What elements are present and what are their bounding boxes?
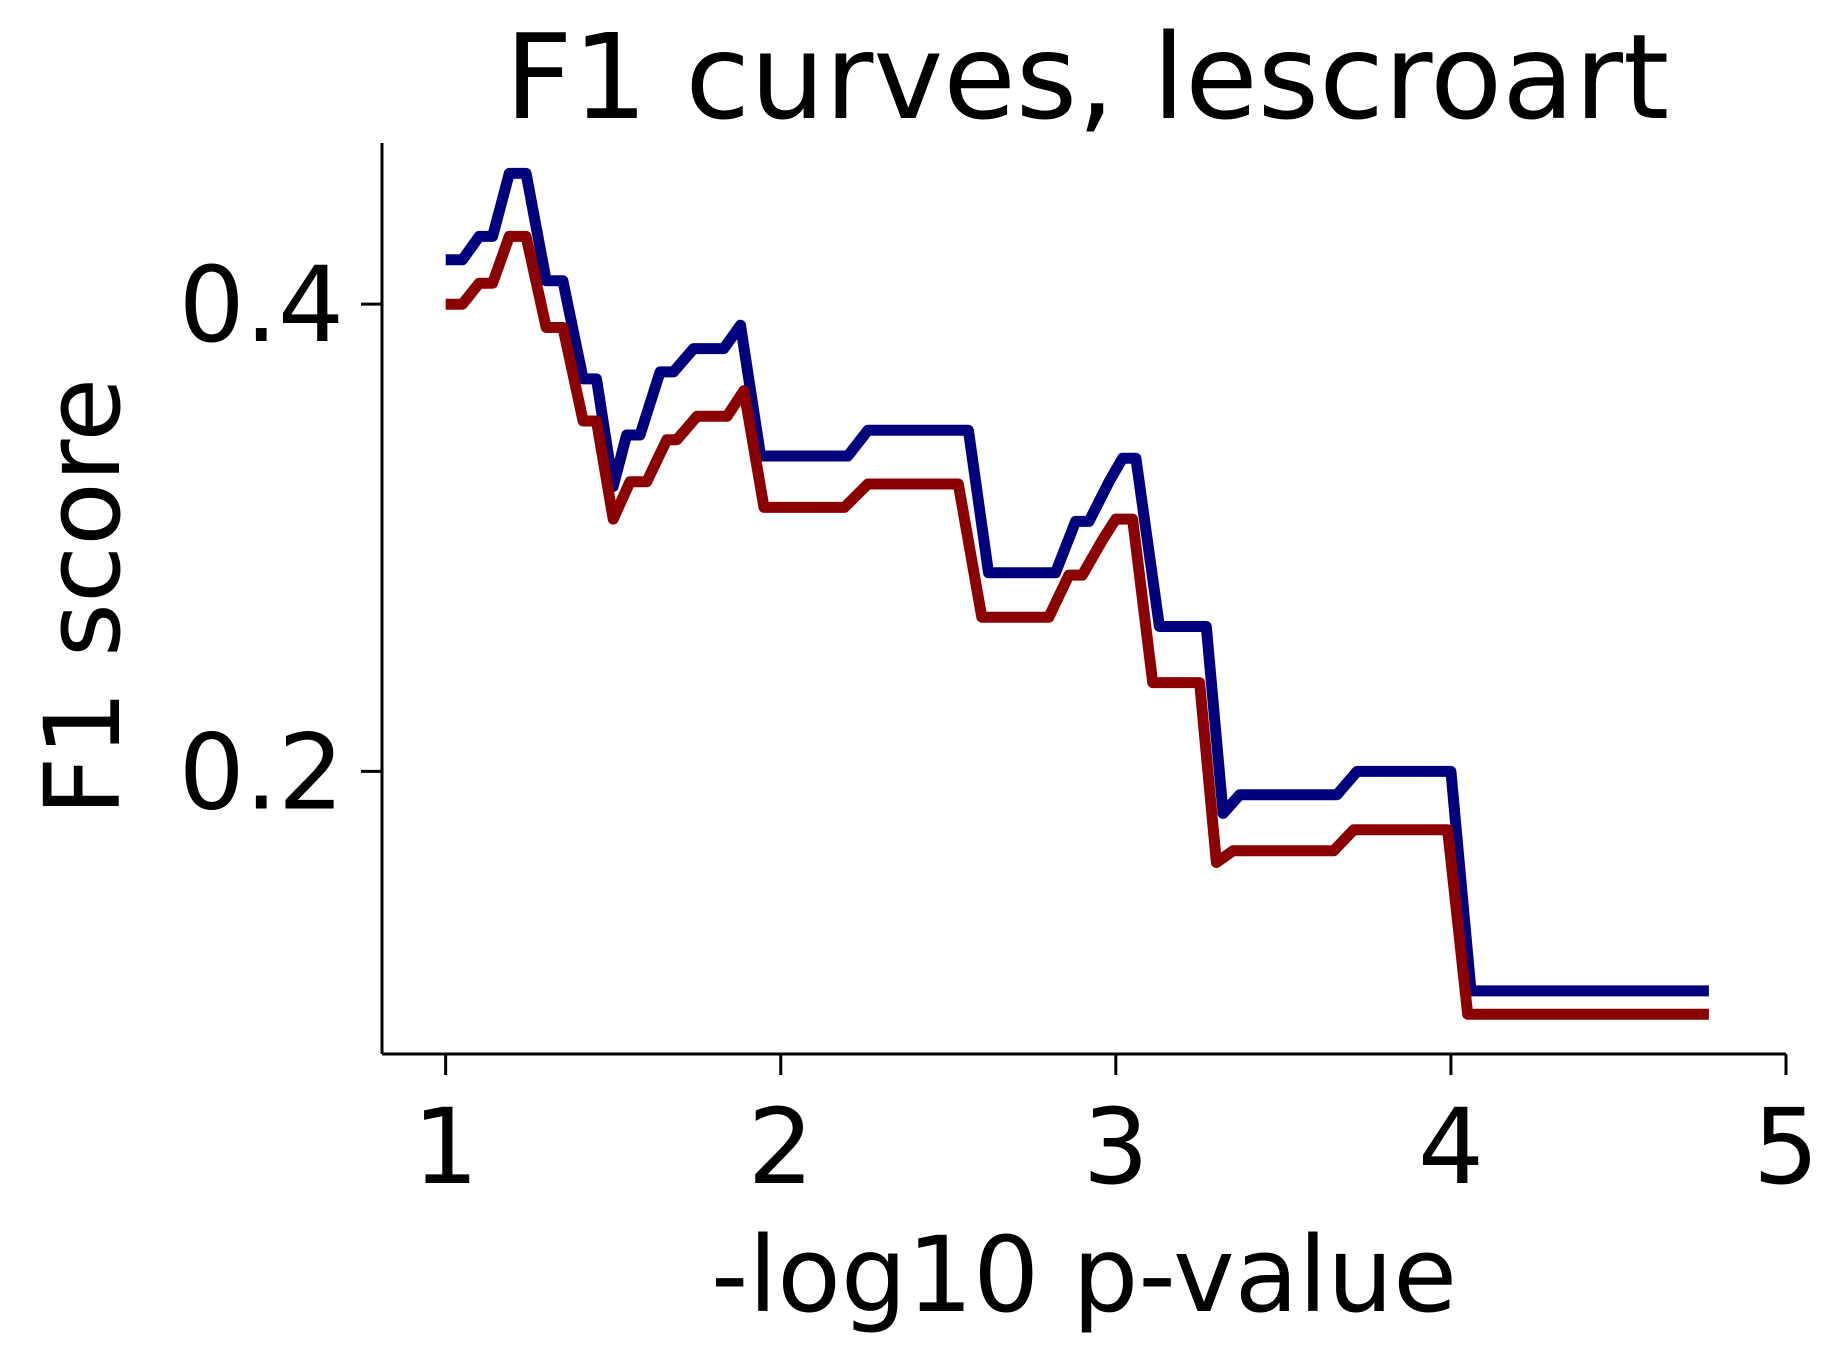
y-ticks: 0.2 0.4 [179, 244, 382, 833]
x-ticks: 1 2 3 4 5 [413, 1054, 1819, 1208]
y-tick-label: 0.4 [179, 244, 344, 366]
x-tick-label: 5 [1753, 1086, 1819, 1208]
x-tick-label: 1 [413, 1086, 479, 1208]
series-line-2 [445, 230, 1709, 1020]
x-tick-label: 2 [748, 1086, 814, 1208]
y-tick-label: 0.2 [179, 711, 344, 833]
plot-area: 1 2 3 4 5 0.2 0.4 [179, 143, 1819, 1208]
series-group [445, 167, 1709, 1020]
x-tick-label: 4 [1418, 1086, 1484, 1208]
series-line-1 [445, 167, 1709, 997]
x-tick-label: 3 [1083, 1086, 1149, 1208]
chart-title: F1 curves, lescroart [505, 8, 1670, 146]
y-axis-label: F1 score [22, 378, 144, 817]
x-axis-label: -log10 p-value [711, 1214, 1457, 1336]
